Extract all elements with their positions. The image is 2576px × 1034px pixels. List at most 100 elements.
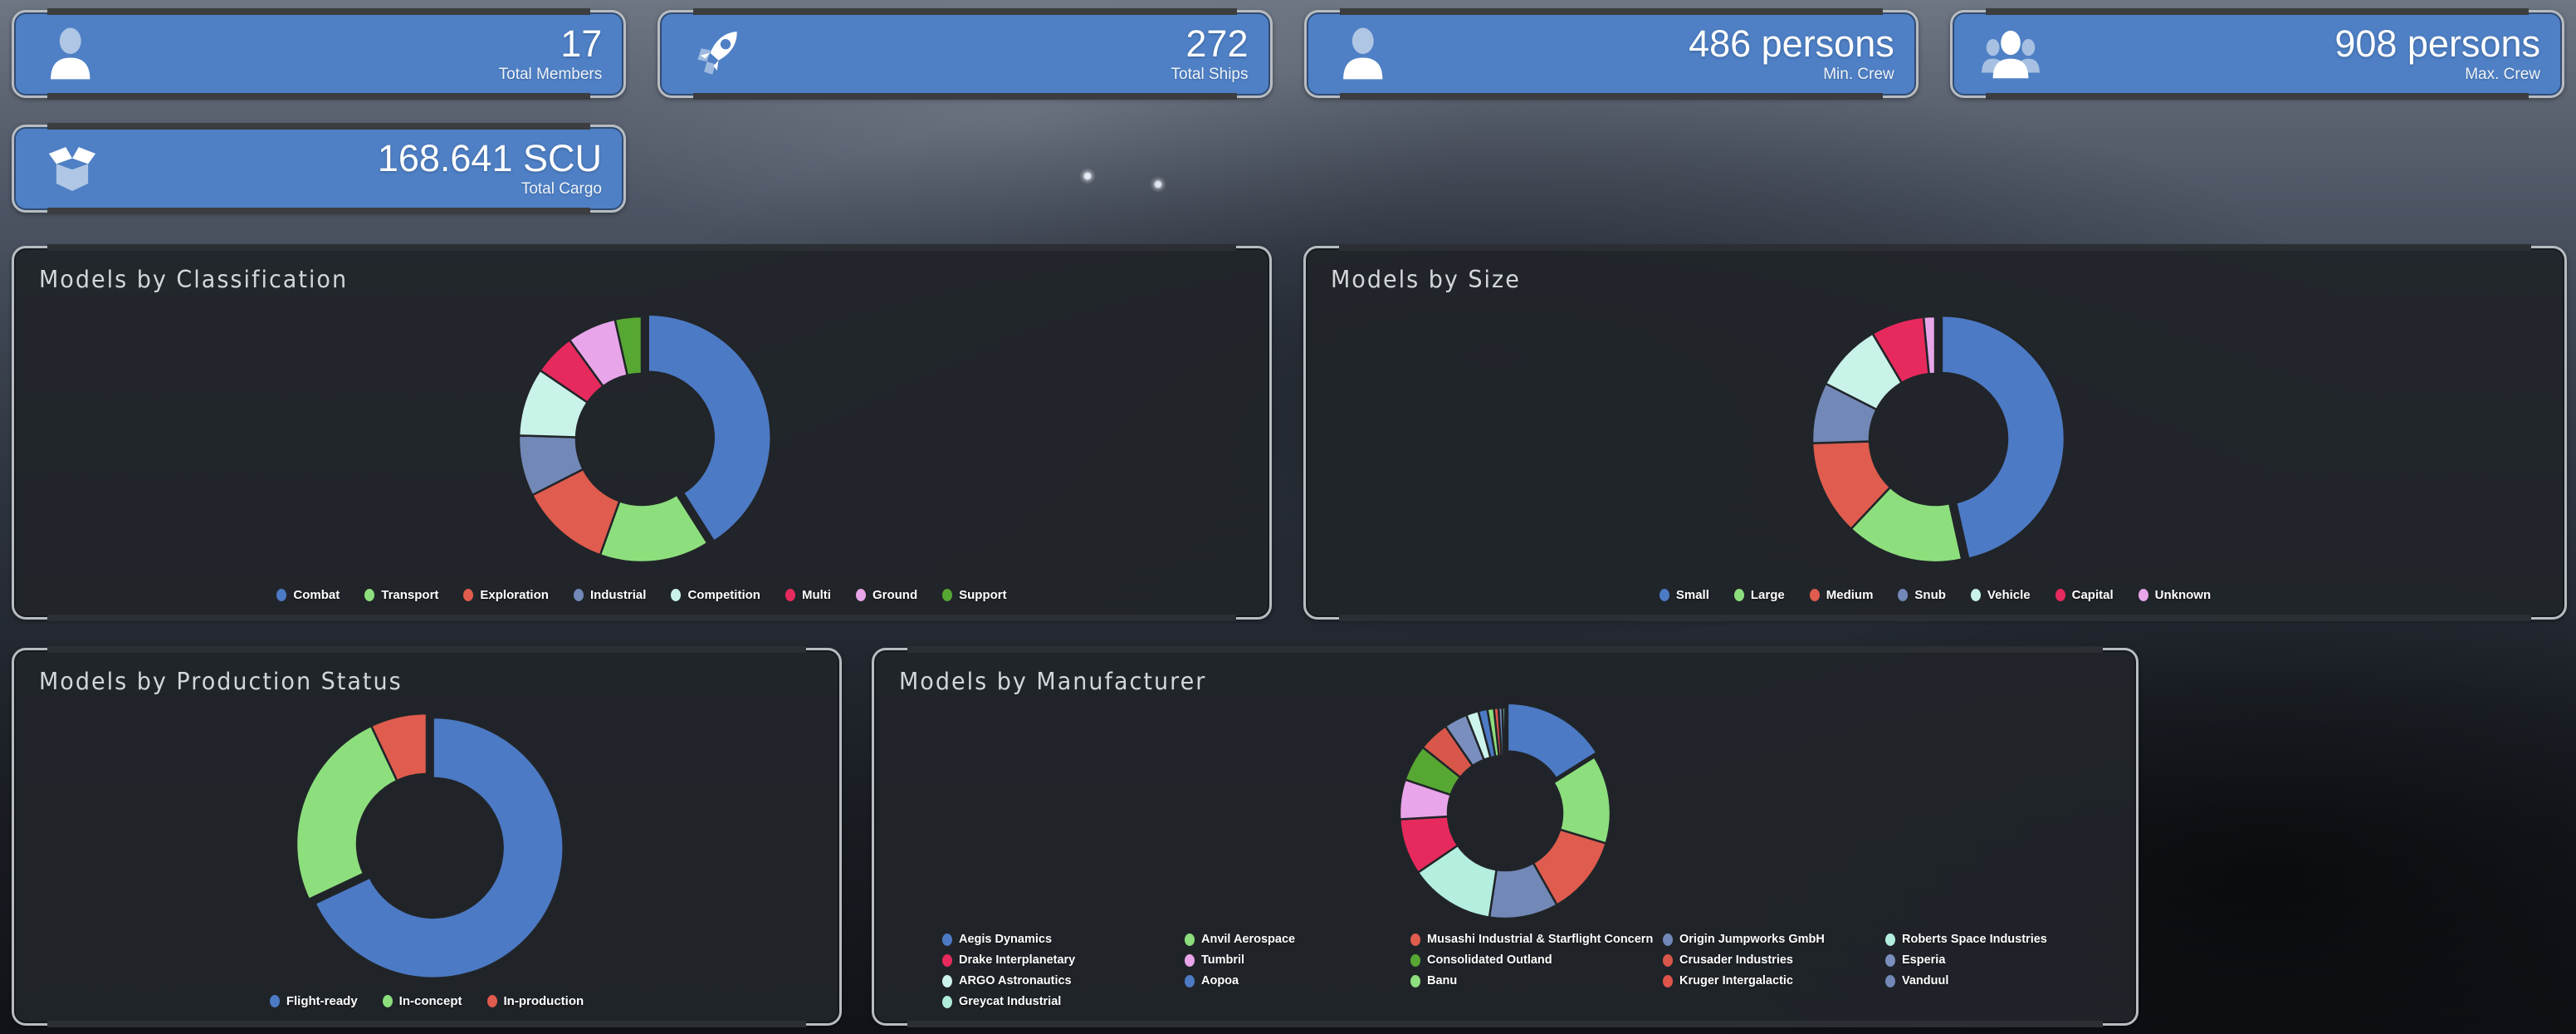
stat-value: 17 (560, 22, 603, 65)
legend-color-dot (1663, 933, 1673, 946)
legend-item[interactable]: In-concept (382, 994, 462, 1008)
legend-item[interactable]: Anvil Aerospace (1185, 933, 1410, 946)
legend-item[interactable]: Crusader Industries (1663, 953, 1885, 967)
legend-color-dot (942, 995, 952, 1008)
legend-label: Large (1750, 588, 1785, 602)
legend-label: Exploration (480, 588, 549, 602)
legend-label: Industrial (589, 588, 647, 602)
legend-item[interactable]: In-production (486, 994, 584, 1008)
legend-color-dot (463, 589, 474, 601)
legend-color-dot (1663, 953, 1673, 967)
chart-legend: Flight-ready In-concept In-production (14, 994, 839, 1023)
legend-color-dot (855, 589, 866, 601)
legend-item[interactable]: Unknown (2138, 588, 2211, 602)
legend-label: Crusader Industries (1679, 953, 1793, 967)
donut-slice[interactable] (1501, 706, 1507, 757)
chart-area (874, 693, 2136, 933)
donut-chart[interactable] (1802, 306, 2068, 572)
donut-slice[interactable] (1940, 314, 2066, 560)
legend-item[interactable]: Support (942, 588, 1007, 602)
donut-slice[interactable] (314, 716, 565, 979)
legend-item[interactable]: Vanduul (1885, 974, 2119, 987)
legend-column: Musashi Industrial & Starflight Concern C… (1410, 933, 1663, 1008)
legend-color-dot (1659, 589, 1669, 601)
legend-item[interactable]: Large (1733, 588, 1785, 602)
legend-item[interactable]: Aegis Dynamics (942, 933, 1185, 946)
legend-color-dot (1410, 933, 1420, 946)
legend-item[interactable]: Vehicle (1970, 588, 2031, 602)
stat-cards-row: 17 Total Members 272 Total Ships (12, 8, 2564, 100)
legend-label: Multi (801, 588, 831, 602)
legend-color-dot (1733, 589, 1744, 601)
group-icon (1981, 30, 2040, 79)
legend-item[interactable]: Capital (2055, 588, 2114, 602)
legend-label: Flight-ready (286, 994, 358, 1008)
chart-legend: Small Large Medium Snub Vehicle Capital Unknow… (1306, 588, 2564, 617)
legend-item[interactable]: Exploration (463, 588, 549, 602)
legend-item[interactable]: Consolidated Outland (1410, 953, 1663, 967)
stat-card-total-ships: 272 Total Ships (657, 8, 1273, 100)
legend-label: Greycat Industrial (959, 995, 1062, 1008)
stat-value: 272 (1185, 22, 1249, 65)
donut-slice[interactable] (295, 724, 398, 900)
panel-title: Models by Size (1331, 266, 1521, 294)
legend-item[interactable]: ARGO Astronautics (942, 974, 1185, 987)
legend-column: Origin Jumpworks GmbH Crusader Industries… (1663, 933, 1885, 1008)
legend-label: Kruger Intergalactic (1679, 974, 1793, 987)
legend-item[interactable]: Kruger Intergalactic (1663, 974, 1885, 987)
legend-color-dot (2055, 589, 2065, 601)
chart-legend: Aegis Dynamics Drake Interplanetary ARGO A… (874, 933, 2136, 1023)
legend-item[interactable]: Multi (785, 588, 831, 602)
legend-item[interactable]: Flight-ready (269, 994, 358, 1008)
legend-color-dot (382, 995, 393, 1007)
legend-item[interactable]: Combat (276, 588, 340, 602)
legend-item[interactable]: Esperia (1885, 953, 2119, 967)
legend-color-dot (276, 589, 287, 601)
person-icon (1342, 27, 1382, 80)
donut-chart[interactable] (509, 306, 775, 572)
rocket-icon (697, 32, 737, 75)
donut-slice[interactable] (1506, 702, 1598, 779)
legend-color-dot (573, 589, 584, 601)
legend-label: Combat (293, 588, 340, 602)
legend-label: Anvil Aerospace (1201, 933, 1296, 946)
panel-title: Models by Classification (39, 266, 349, 294)
legend-color-dot (1809, 589, 1820, 601)
legend-label: Capital (2071, 588, 2114, 602)
legend-item[interactable]: Banu (1410, 974, 1663, 987)
legend-item[interactable]: Ground (855, 588, 917, 602)
donut-slice[interactable] (647, 313, 772, 542)
legend-item[interactable]: Greycat Industrial (942, 995, 1185, 1008)
legend-item[interactable]: Snub (1898, 588, 1946, 602)
donut-slice[interactable] (1922, 315, 1937, 375)
legend-item[interactable]: Origin Jumpworks GmbH (1663, 933, 1885, 946)
legend-item[interactable]: Roberts Space Industries (1885, 933, 2119, 946)
legend-label: Snub (1914, 588, 1946, 602)
donut-chart[interactable] (1391, 699, 1619, 927)
legend-color-dot (942, 953, 952, 967)
legend-color-dot (1898, 589, 1909, 601)
legend-item[interactable]: Musashi Industrial & Starflight Concern (1410, 933, 1663, 946)
panel-title: Models by Production Status (39, 668, 403, 696)
legend-label: Esperia (1902, 953, 1946, 967)
panel-models-by-size: Models by Size Small Large Medium Snub Vehic… (1303, 244, 2567, 621)
donut-slice[interactable] (369, 712, 428, 782)
chart-area (1306, 291, 2564, 588)
person-icon (51, 27, 90, 80)
legend-label: Competition (687, 588, 760, 602)
donut-slice[interactable] (613, 315, 643, 377)
legend-label: Consolidated Outland (1427, 953, 1552, 967)
legend-color-dot (942, 933, 952, 946)
legend-item[interactable]: Tumbril (1185, 953, 1410, 967)
legend-item[interactable]: Small (1659, 588, 1709, 602)
donut-chart[interactable] (286, 703, 568, 985)
legend-item[interactable]: Aopoa (1185, 974, 1410, 987)
legend-item[interactable]: Medium (1809, 588, 1873, 602)
legend-color-dot (364, 589, 375, 601)
legend-item[interactable]: Competition (671, 588, 760, 602)
stat-text: 908 persons Max. Crew (2334, 24, 2540, 84)
legend-item[interactable]: Transport (364, 588, 438, 602)
legend-item[interactable]: Industrial (573, 588, 647, 602)
legend-item[interactable]: Drake Interplanetary (942, 953, 1185, 967)
chart-area (14, 693, 839, 994)
